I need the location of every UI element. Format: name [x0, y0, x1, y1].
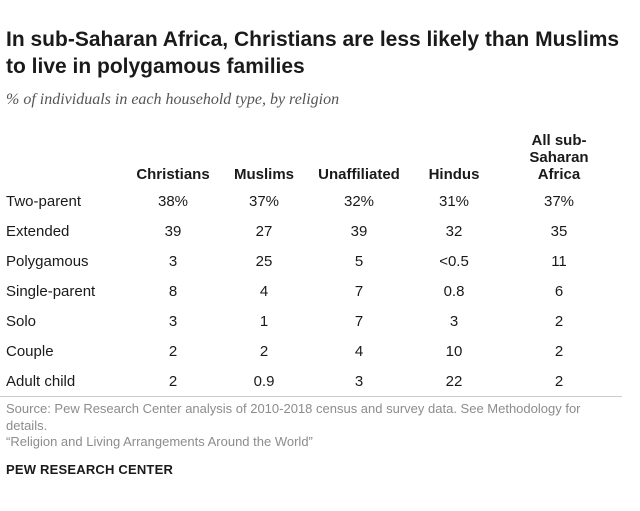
table-cell: 0.8 — [443, 282, 465, 300]
table-cell: 37% — [543, 192, 575, 210]
table-cell: 39 — [350, 222, 368, 240]
table-cell: 4 — [259, 282, 269, 300]
table-row: Polygamous 3 25 5 <0.5 11 — [0, 246, 622, 276]
table-cell: 4 — [354, 342, 364, 360]
source-note: Source: Pew Research Center analysis of … — [6, 401, 596, 451]
table-cell: 32% — [343, 192, 375, 210]
row-label: Adult child — [0, 366, 124, 397]
table-cell: 11 — [551, 252, 567, 270]
table-cell: 1 — [259, 312, 269, 330]
table-cell: 38% — [157, 192, 189, 210]
table-cell: 2 — [168, 342, 178, 360]
row-label: Two-parent — [6, 192, 82, 210]
table-cell: 7 — [354, 282, 364, 300]
table-row: Extended 39 27 39 32 35 — [0, 216, 622, 246]
table-cell: 2 — [496, 366, 622, 397]
table-cell: 39 — [164, 222, 182, 240]
table-cell: 3 — [449, 312, 459, 330]
table-row: Couple 2 2 4 10 2 — [0, 336, 622, 366]
table-cell: 0.9 — [222, 366, 306, 397]
table-row: Single-parent 8 4 7 0.8 6 — [0, 276, 622, 306]
table-row: Two-parent 38% 37% 32% 31% 37% — [0, 186, 622, 216]
table-row: Adult child 2 0.9 3 22 2 — [0, 366, 622, 397]
table-cell: 2 — [259, 342, 269, 360]
chart-subtitle: % of individuals in each household type,… — [6, 91, 340, 108]
table-cell: 25 — [255, 252, 273, 270]
column-header: All sub- Saharan Africa — [496, 128, 622, 186]
table-cell: 5 — [354, 252, 364, 270]
row-label: Polygamous — [6, 252, 89, 270]
row-label: Couple — [6, 342, 54, 360]
data-table: Christians Muslims Unaffiliated Hindus A… — [0, 128, 622, 397]
row-label: Single-parent — [6, 282, 96, 300]
table-cell: 3 — [168, 252, 178, 270]
table-cell: 2 — [554, 312, 564, 330]
table-cell: 32 — [445, 222, 463, 240]
header-row: Christians Muslims Unaffiliated Hindus A… — [0, 128, 622, 186]
column-header: Unaffiliated — [318, 166, 400, 183]
column-header: Muslims — [233, 166, 294, 183]
table-cell: 35 — [550, 222, 568, 240]
table-cell: 3 — [168, 312, 178, 330]
table-cell: 27 — [255, 222, 273, 240]
report-title: “Religion and Living Arrangements Around… — [6, 434, 313, 449]
table-cell: 2 — [554, 342, 564, 360]
publisher-credit: PEW RESEARCH CENTER — [6, 462, 174, 477]
table-cell: 7 — [354, 312, 364, 330]
table-row: Solo 3 1 7 3 2 — [0, 306, 622, 336]
table-cell: 2 — [124, 366, 222, 397]
row-label-header — [0, 128, 124, 186]
row-label: Solo — [6, 312, 37, 330]
row-label: Extended — [6, 222, 70, 240]
table-cell: 31% — [438, 192, 470, 210]
table-cell: 3 — [306, 366, 412, 397]
table-cell: 37% — [248, 192, 280, 210]
table-cell: 8 — [168, 282, 178, 300]
table-cell: 10 — [445, 342, 463, 360]
table-cell: <0.5 — [439, 252, 469, 270]
column-header: Hindus — [428, 166, 480, 183]
column-header-text: All sub- Saharan Africa — [529, 132, 589, 183]
chart-title: In sub-Saharan Africa, Christians are le… — [6, 28, 620, 78]
table-cell: 6 — [554, 282, 564, 300]
table-cell: 22 — [412, 366, 496, 397]
source-text: Source: Pew Research Center analysis of … — [6, 401, 581, 433]
column-header: Christians — [136, 166, 210, 183]
